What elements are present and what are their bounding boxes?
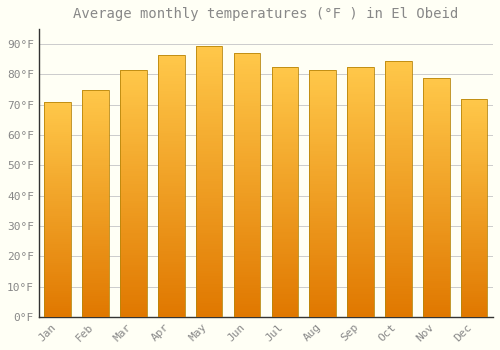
Bar bbox=[82, 90, 109, 317]
Bar bbox=[234, 53, 260, 317]
Bar bbox=[385, 61, 411, 317]
Bar bbox=[44, 102, 71, 317]
Bar bbox=[196, 46, 222, 317]
Title: Average monthly temperatures (°F ) in El Obeid: Average monthly temperatures (°F ) in El… bbox=[74, 7, 458, 21]
Bar bbox=[348, 67, 374, 317]
Bar bbox=[461, 99, 487, 317]
Bar bbox=[310, 70, 336, 317]
Bar bbox=[158, 55, 184, 317]
Bar bbox=[272, 67, 298, 317]
Bar bbox=[423, 77, 450, 317]
Bar bbox=[120, 70, 146, 317]
